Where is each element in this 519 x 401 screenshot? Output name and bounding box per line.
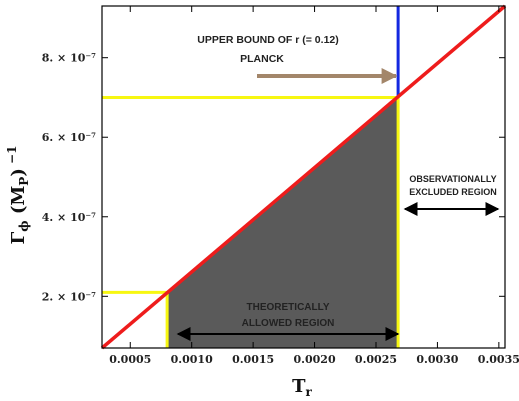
x-tick-label: 0.0035 bbox=[478, 353, 519, 366]
x-tick-label: 0.0010 bbox=[171, 353, 213, 366]
allowed-region-shading bbox=[167, 96, 399, 349]
excluded-label-line1: OBSERVATIONALLY bbox=[409, 174, 496, 184]
x-tick-label: 0.0030 bbox=[416, 353, 458, 366]
x-tick-label: 0.0015 bbox=[232, 353, 274, 366]
x-tick-label: 0.0020 bbox=[294, 353, 336, 366]
upper-bound-label-line1: UPPER BOUND OF r (= 0.12) bbox=[197, 34, 339, 46]
allowed-label-line1: THEORETICALLY bbox=[247, 302, 330, 313]
y-tick-label: 6. × 10⁻⁷ bbox=[42, 131, 96, 144]
allowed-label-line2: ALLOWED REGION bbox=[242, 318, 335, 329]
y-axis-label: Γϕ (MP) −1 bbox=[5, 146, 31, 245]
series-line bbox=[100, 4, 507, 350]
upper-bound-label-line2: PLANCK bbox=[240, 53, 284, 65]
y-tick-label: 4. × 10⁻⁷ bbox=[42, 211, 96, 224]
x-tick-label: 0.0005 bbox=[109, 353, 151, 366]
plot-frame bbox=[101, 5, 506, 349]
excluded-label-line2: EXCLUDED REGION bbox=[409, 187, 497, 197]
x-axis-label: Tr bbox=[292, 376, 312, 399]
x-tick-label: 0.0025 bbox=[355, 353, 397, 366]
y-tick-label: 8. × 10⁻⁷ bbox=[42, 52, 96, 65]
y-tick-label: 2. × 10⁻⁷ bbox=[42, 290, 96, 303]
